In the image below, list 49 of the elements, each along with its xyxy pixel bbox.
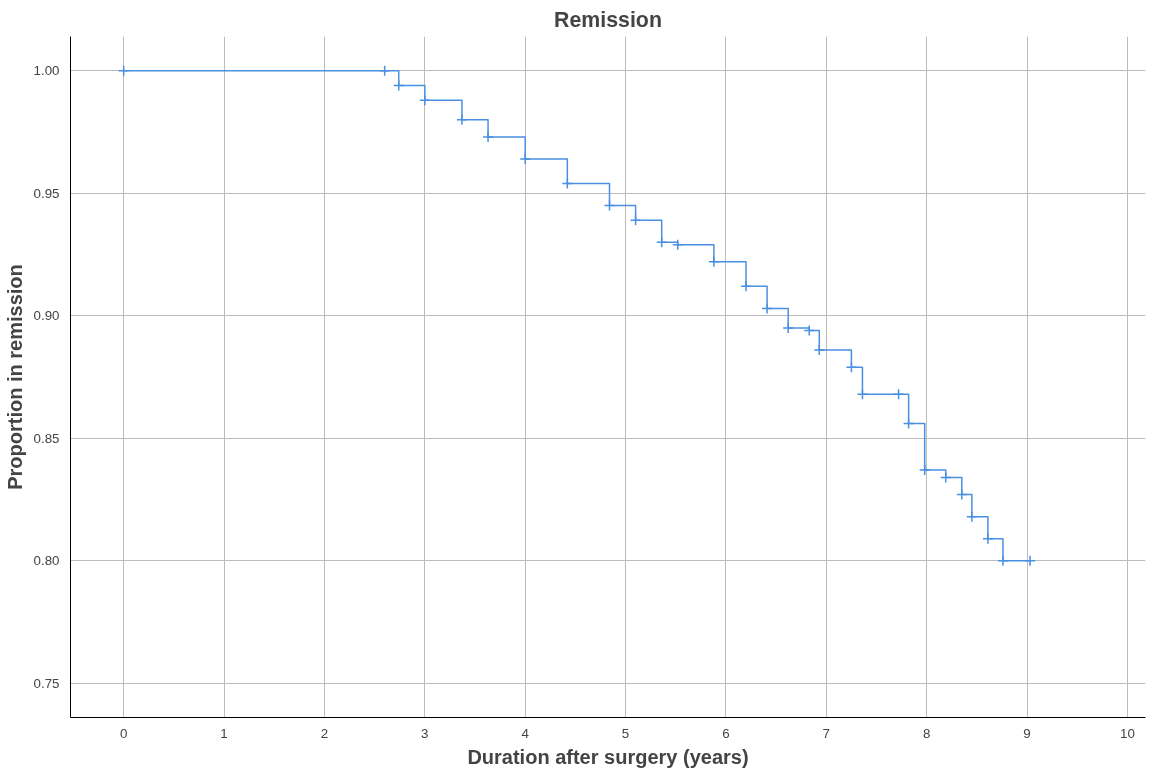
x-tick-label: 4: [521, 725, 530, 741]
point: [982, 532, 994, 545]
point: [629, 214, 642, 226]
x-tick-label: 9: [1023, 725, 1031, 741]
point: [740, 280, 752, 293]
point: [845, 361, 858, 373]
point: [966, 510, 978, 523]
point: [902, 417, 915, 430]
x-axis-title: Duration after surgery (years): [467, 745, 749, 768]
x-tick-label: 10: [1120, 725, 1135, 741]
point: [603, 199, 616, 212]
point: [561, 177, 574, 190]
x-tick-label: 0: [119, 725, 128, 741]
point: [1024, 554, 1036, 567]
point: [813, 344, 826, 356]
y-tick-label: 1.00: [33, 63, 60, 79]
point: [482, 131, 494, 143]
x-tick-label: 5: [621, 725, 630, 741]
point: [519, 153, 531, 165]
chart-title: Remission: [554, 7, 662, 32]
point: [708, 256, 720, 268]
y-tick-label: 0.80: [33, 553, 60, 569]
point: [392, 79, 405, 92]
point: [782, 322, 794, 334]
point: [997, 554, 1009, 567]
x-tick-label: 6: [722, 725, 730, 741]
point: [378, 65, 391, 77]
point: [940, 471, 952, 484]
y-tick-label: 0.85: [33, 430, 60, 446]
x-tick-label: 2: [320, 725, 329, 741]
point: [419, 94, 431, 106]
x-tick-label: 7: [822, 725, 831, 741]
y-tick-label: 0.75: [33, 675, 60, 691]
point: [456, 114, 468, 126]
point: [856, 388, 869, 400]
point: [803, 324, 815, 337]
point: [672, 238, 684, 251]
x-tick-label: 3: [421, 725, 429, 741]
point: [761, 302, 773, 315]
point: [117, 65, 130, 77]
x-tick-label: 1: [220, 725, 228, 741]
point: [918, 464, 931, 476]
point: [892, 388, 905, 400]
y-tick-label: 0.95: [33, 185, 60, 201]
y-axis-title: Proportion in remission: [3, 264, 26, 490]
point: [956, 488, 968, 501]
y-tick-label: 0.90: [33, 308, 60, 324]
x-tick-label: 8: [922, 725, 931, 741]
point: [655, 236, 668, 249]
